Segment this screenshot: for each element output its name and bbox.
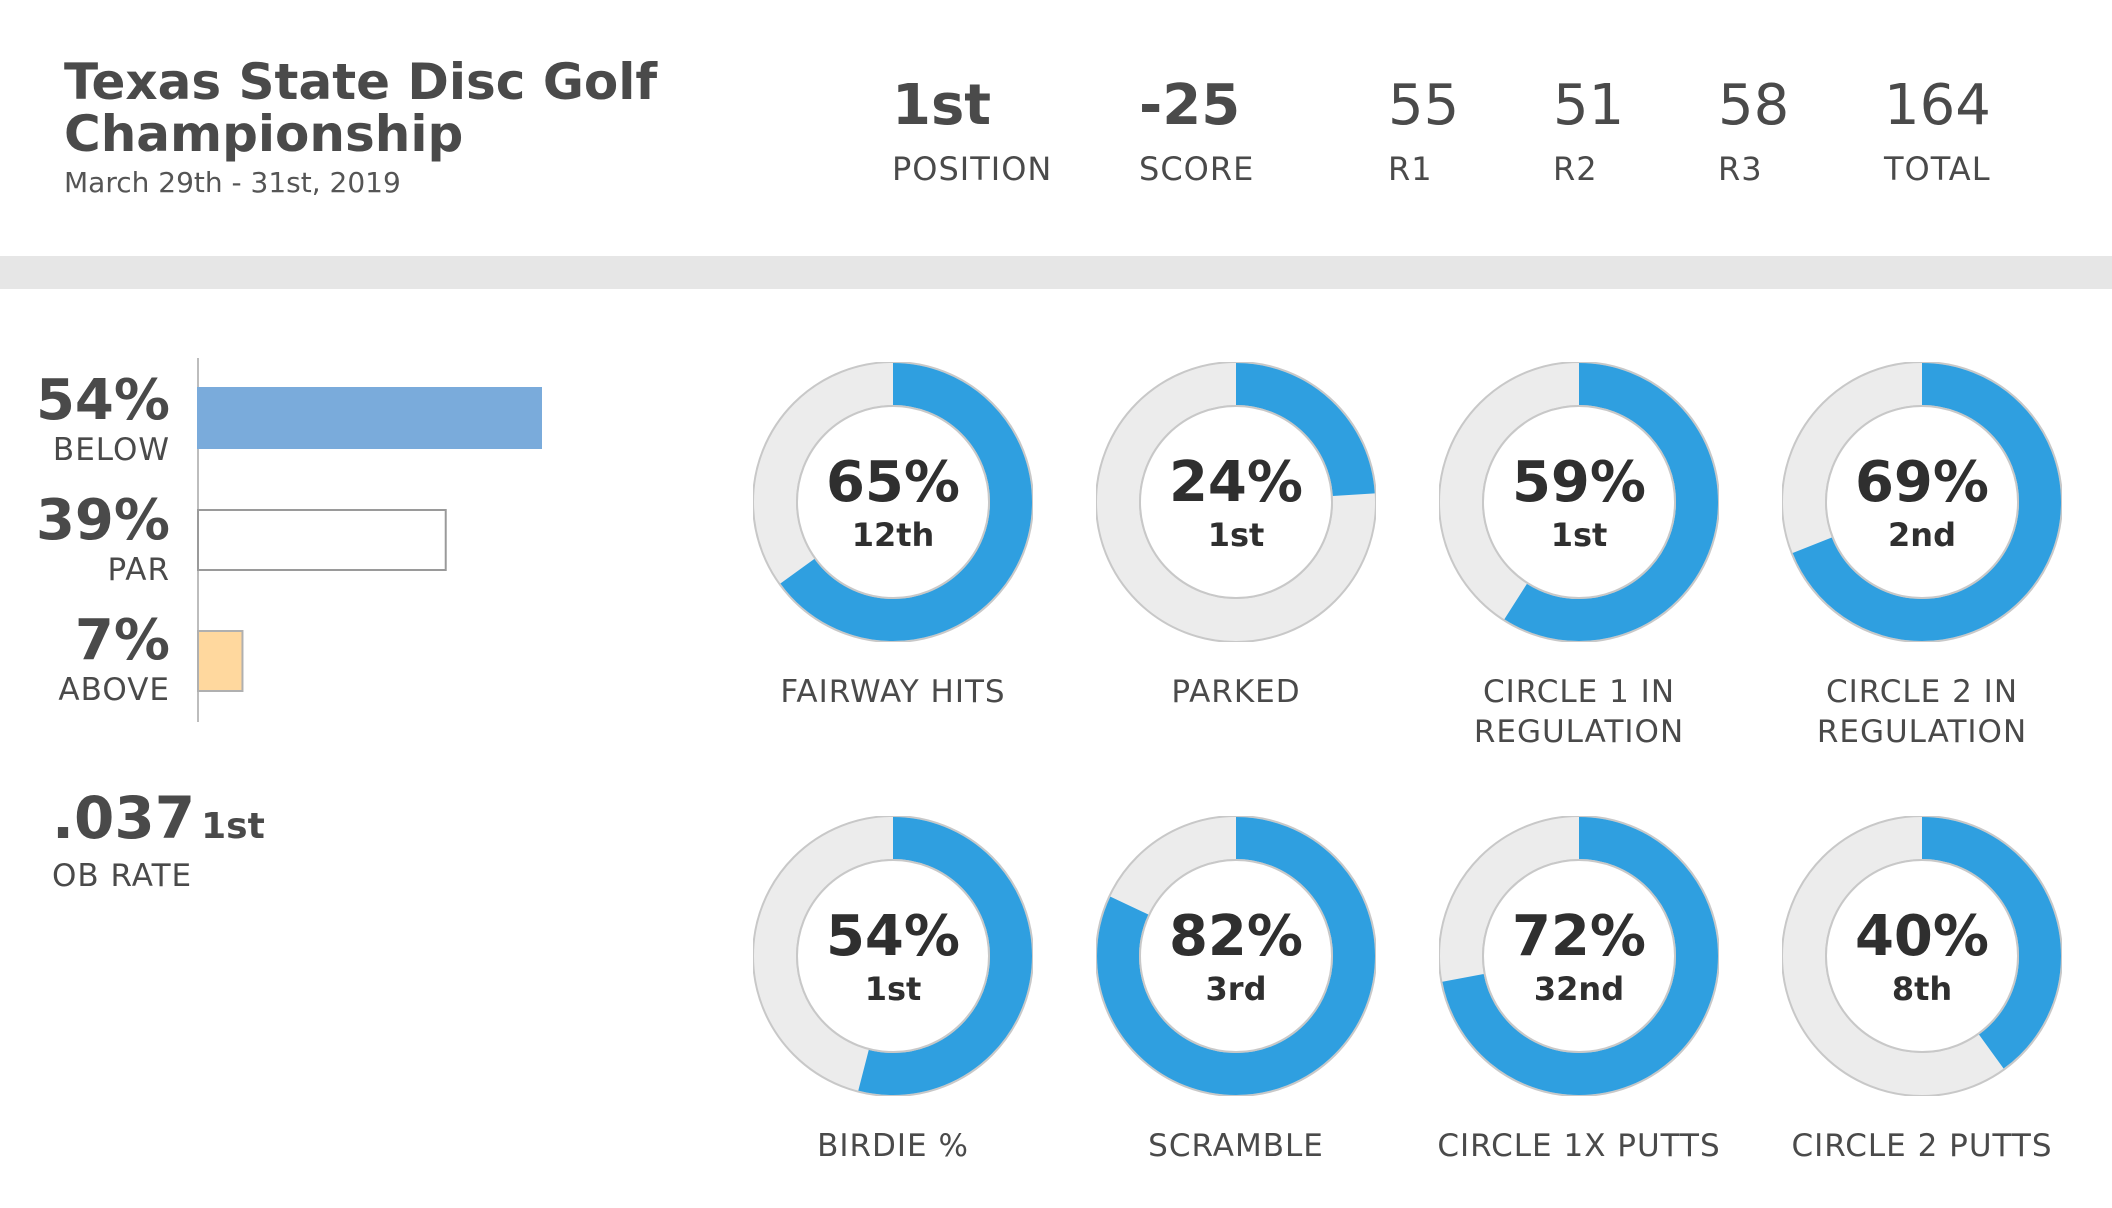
bar-category-label: PAR [107, 552, 170, 588]
donut-center [796, 859, 990, 1053]
header-stat-label: TOTAL [1884, 150, 1991, 188]
header-stat-value: 58 [1718, 73, 1790, 138]
donut-center [1482, 859, 1676, 1053]
donut-value-arc [1097, 363, 1375, 641]
header-stat-r2: 51 R2 [1553, 73, 1625, 189]
donut-center [1139, 859, 1333, 1053]
donut-svg [1439, 816, 1719, 1096]
header: Texas State Disc Golf Championship March… [0, 0, 2112, 256]
donut-svg [753, 816, 1033, 1096]
donut-value-arc [754, 363, 1032, 641]
donut-circle-2-in-regulation: 69% 2nd CIRCLE 2 IN REGULATION [1772, 362, 2072, 752]
divider-band [0, 256, 2112, 289]
donut-center [1825, 405, 2019, 599]
donut-circle-1x-putts: 72% 32nd CIRCLE 1X PUTTS [1429, 816, 1729, 1166]
header-stat-label: SCORE [1139, 150, 1255, 188]
donut-percent: 54% [825, 904, 961, 969]
bar-category-label: BELOW [52, 432, 170, 468]
donut-percent: 40% [1854, 904, 1990, 969]
donut-center [1482, 405, 1676, 599]
page-title: Texas State Disc Golf Championship [64, 53, 658, 163]
donut-center [796, 405, 990, 599]
donut-svg [1782, 362, 2062, 642]
donut-percent: 72% [1511, 904, 1647, 969]
header-stat-label: R3 [1718, 150, 1763, 188]
header-stat-value: 164 [1884, 73, 1991, 138]
donut-percent: 82% [1168, 904, 1304, 969]
donut-parked: 24% 1st PARKED [1086, 362, 1386, 712]
donut-rank: 12th [851, 516, 935, 554]
bar-value-label: 7% [74, 608, 170, 673]
donut-label: PARKED [1171, 674, 1301, 710]
donut-value-arc [1783, 817, 2061, 1095]
donut-circle-2-putts: 40% 8th CIRCLE 2 PUTTS [1772, 816, 2072, 1166]
header-stat-value: 55 [1388, 73, 1460, 138]
donut-percent: 59% [1511, 450, 1647, 515]
donut-rank: 1st [1207, 516, 1265, 554]
donut-value-arc [1097, 817, 1375, 1095]
header-stat-label: POSITION [892, 150, 1053, 188]
donut-percent: 69% [1854, 450, 1990, 515]
score-distribution-chart: 54% BELOW 39% PAR 7% ABOVE [0, 350, 620, 730]
donut-label: SCRAMBLE [1148, 1128, 1324, 1164]
donut-rank: 8th [1891, 970, 1953, 1008]
donut-value-arc [1440, 363, 1718, 641]
donut-label: FAIRWAY HITS [780, 674, 1006, 710]
header-stat-label: R1 [1388, 150, 1433, 188]
donut-birdie: 54% 1st BIRDIE % [743, 816, 1043, 1166]
donut-label: CIRCLE 1X PUTTS [1437, 1128, 1721, 1164]
ob-rate-label: OB RATE [52, 858, 193, 894]
donut-value-arc [1783, 363, 2061, 641]
header-stat-score: -25 SCORE [1139, 73, 1255, 189]
donut-rank: 1st [864, 970, 922, 1008]
header-stat-value: 51 [1553, 73, 1625, 138]
header-stat-value: -25 [1139, 73, 1241, 138]
donut-percent: 24% [1168, 450, 1304, 515]
bar-chart-svg [197, 358, 542, 722]
donut-scramble: 82% 3rd SCRAMBLE [1086, 816, 1386, 1166]
bar-below [197, 387, 542, 449]
donut-center [1825, 859, 2019, 1053]
bar-category-label: ABOVE [58, 672, 170, 708]
bar-value-label: 39% [35, 488, 170, 553]
donut-rank: 2nd [1888, 516, 1956, 554]
event-date: March 29th - 31st, 2019 [64, 166, 401, 199]
header-stat-label: R2 [1553, 150, 1598, 188]
ob-rate-stat: .037 1st OB RATE [52, 784, 265, 894]
ob-rate-rank: 1st [201, 806, 265, 847]
donut-svg [753, 362, 1033, 642]
donut-label: BIRDIE % [817, 1128, 969, 1164]
donut-rank: 32nd [1533, 970, 1625, 1008]
donut-center [1139, 405, 1333, 599]
header-stat-r3: 58 R3 [1718, 73, 1790, 189]
header-stat-r1: 55 R1 [1388, 73, 1460, 189]
donut-value-arc [754, 817, 1032, 1095]
header-stat-value: 1st [892, 73, 992, 138]
donut-svg [1439, 362, 1719, 642]
ob-rate-value: .037 [52, 784, 196, 852]
header-stat-position: 1st POSITION [892, 73, 1053, 189]
donut-svg [1096, 816, 1376, 1096]
bar-above [197, 630, 244, 692]
donut-label: CIRCLE 1 IN REGULATION [1473, 674, 1685, 750]
donut-value-arc [1440, 817, 1718, 1095]
header-stat-total: 164 TOTAL [1884, 73, 1991, 189]
donut-label: CIRCLE 2 IN REGULATION [1816, 674, 2028, 750]
donut-circle-1-in-regulation: 59% 1st CIRCLE 1 IN REGULATION [1429, 362, 1729, 752]
bar-value-label: 54% [35, 368, 170, 433]
donut-fairway-hits: 65% 12th FAIRWAY HITS [743, 362, 1043, 712]
donut-rank: 3rd [1205, 970, 1267, 1008]
bar-par [197, 509, 447, 571]
donut-label: CIRCLE 2 PUTTS [1791, 1128, 2053, 1164]
donut-svg [1782, 816, 2062, 1096]
donut-rank: 1st [1550, 516, 1608, 554]
donut-percent: 65% [825, 450, 961, 515]
donut-svg [1096, 362, 1376, 642]
